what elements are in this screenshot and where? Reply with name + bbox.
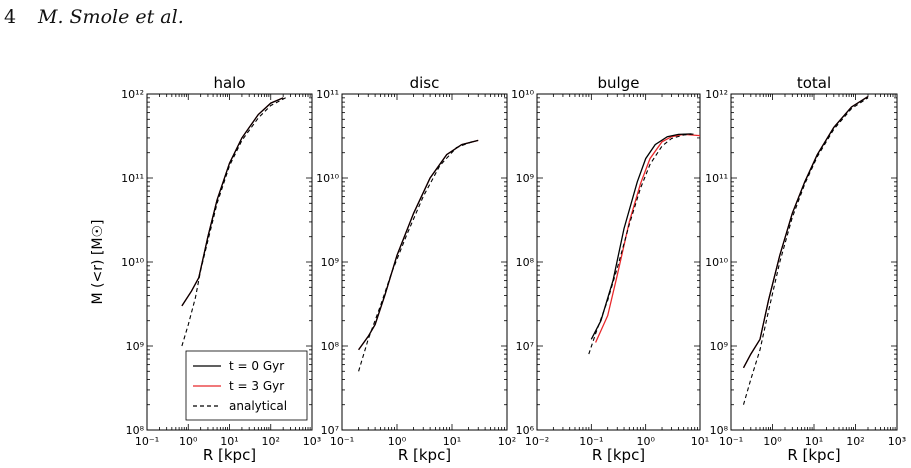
x-tick-label: 10² bbox=[262, 435, 280, 448]
x-tick-label: 10¹ bbox=[220, 435, 238, 448]
y-tick-label: 10¹¹ bbox=[121, 172, 144, 185]
y-tick-label: 10⁹ bbox=[126, 340, 144, 353]
panel-title: halo bbox=[213, 74, 245, 92]
series-line-t0 bbox=[590, 133, 692, 340]
axis-ticks bbox=[341, 93, 508, 431]
series-line-analytical bbox=[588, 133, 695, 355]
x-tick-label: 10⁻¹ bbox=[579, 435, 603, 448]
y-tick-label: 10⁸ bbox=[710, 424, 729, 437]
axis-ticks bbox=[146, 93, 313, 431]
panel-total: 10⁻¹ 10⁰ 10¹ 10² 10³ 10⁸ 10⁹ 10¹⁰ 10¹¹ 10¹² total R… bbox=[705, 74, 906, 464]
panel-disc: 10⁻¹ 10⁰ 10¹ 10² 10⁷ 10⁸ 10⁹ 10¹⁰ 10¹¹ disc R [kpc… bbox=[316, 74, 516, 464]
series-line-analytical bbox=[181, 96, 288, 347]
x-tick-label: 10³ bbox=[303, 435, 321, 448]
x-tick-label: 10⁻¹ bbox=[135, 435, 159, 448]
x-axis-label: R [kpc] bbox=[203, 446, 256, 464]
plot-frame bbox=[536, 93, 701, 431]
y-tick-label: 10⁹ bbox=[516, 172, 534, 185]
y-tick-label: 10⁸ bbox=[126, 424, 145, 437]
series-line-analytical bbox=[742, 97, 869, 405]
x-tick-label: 10³ bbox=[888, 435, 906, 448]
y-tick-label: 10¹⁰ bbox=[121, 256, 144, 269]
y-tick-label: 10¹² bbox=[121, 88, 144, 101]
series-line-t3 bbox=[595, 133, 700, 343]
series-line-t0 bbox=[358, 139, 479, 351]
legend-label: t = 3 Gyr bbox=[229, 379, 284, 393]
x-tick-label: 10¹ bbox=[805, 435, 823, 448]
legend: t = 0 Gyr t = 3 Gyr analytical bbox=[185, 350, 308, 421]
x-tick-label: 10⁻¹ bbox=[719, 435, 743, 448]
y-tick-label: 10⁹ bbox=[710, 340, 728, 353]
y-tick-label: 10⁹ bbox=[321, 256, 339, 269]
series-line-t3 bbox=[181, 97, 284, 307]
y-tick-label: 10¹² bbox=[705, 88, 728, 101]
page-number: 4 bbox=[4, 6, 17, 28]
y-axis-label: M (<r) [M☉] bbox=[90, 220, 106, 305]
x-tick-label: 10⁻¹ bbox=[330, 435, 354, 448]
x-tick-label: 10⁰ bbox=[763, 435, 782, 448]
plot-frame bbox=[730, 93, 898, 431]
panel-title: disc bbox=[410, 74, 440, 92]
y-tick-label: 10¹⁰ bbox=[511, 88, 534, 101]
y-tick-label: 10⁷ bbox=[516, 340, 534, 353]
x-axis-label: R [kpc] bbox=[592, 446, 645, 464]
y-tick-label: 10⁷ bbox=[321, 424, 339, 437]
x-axis-label: R [kpc] bbox=[398, 446, 451, 464]
x-tick-label: 10⁰ bbox=[179, 435, 198, 448]
running-title: M. Smole et al. bbox=[38, 6, 184, 28]
x-tick-label: 10² bbox=[498, 435, 516, 448]
y-tick-label: 10⁸ bbox=[321, 340, 340, 353]
page-header: 4 M. Smole et al. bbox=[4, 6, 184, 28]
legend-label: analytical bbox=[229, 399, 287, 413]
x-tick-label: 10¹ bbox=[691, 435, 709, 448]
series-line-analytical bbox=[358, 140, 475, 372]
y-tick-label: 10¹¹ bbox=[316, 88, 339, 101]
legend-label: t = 0 Gyr bbox=[229, 359, 284, 373]
y-tick-label: 10¹⁰ bbox=[705, 256, 728, 269]
y-tick-label: 10¹⁰ bbox=[316, 172, 339, 185]
series-line-t0 bbox=[742, 96, 869, 369]
panel-title: bulge bbox=[598, 74, 640, 92]
series-line-t0 bbox=[181, 97, 284, 307]
x-tick-label: 10⁻² bbox=[525, 435, 549, 448]
x-tick-label: 10² bbox=[846, 435, 864, 448]
y-tick-label: 10¹¹ bbox=[705, 172, 728, 185]
x-axis-label: R [kpc] bbox=[787, 446, 840, 464]
panel-bulge: 10⁻² 10⁻¹ 10⁰ 10¹ 10⁶ 10⁷ 10⁸ 10⁹ 10¹⁰ bulge R [kp… bbox=[511, 74, 709, 464]
x-tick-label: 10¹ bbox=[443, 435, 461, 448]
x-tick-label: 10⁰ bbox=[388, 435, 407, 448]
panel-halo: 10⁻¹ 10⁰ 10¹ 10² 10³ 10⁸ 10⁹ 10¹⁰ 10¹¹ 10¹² halo R … bbox=[90, 74, 321, 464]
y-tick-label: 10⁸ bbox=[516, 256, 535, 269]
plot-frame bbox=[341, 93, 508, 431]
x-tick-label: 10⁰ bbox=[636, 435, 655, 448]
axis-ticks bbox=[536, 93, 701, 431]
axis-ticks bbox=[730, 93, 898, 431]
y-tick-label: 10⁶ bbox=[516, 424, 535, 437]
panel-title: total bbox=[797, 74, 831, 92]
